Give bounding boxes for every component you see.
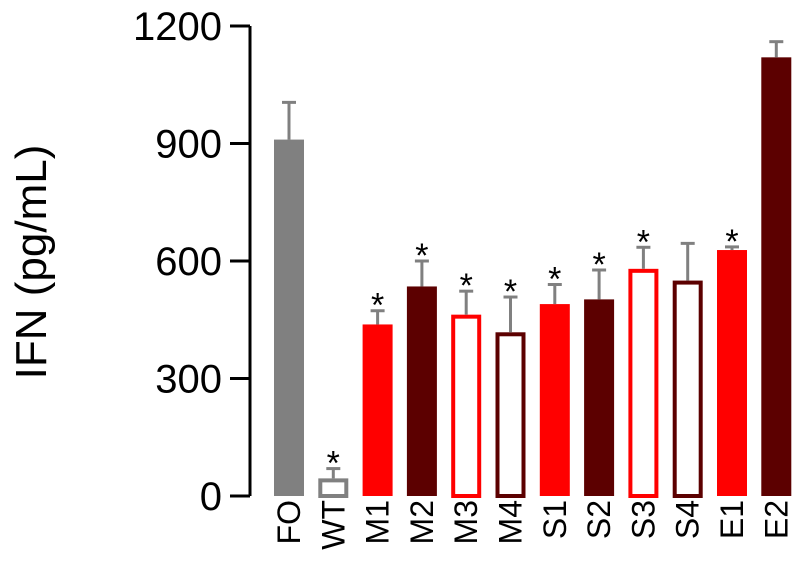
bar-s1: [539, 304, 570, 496]
x-tick-label-s2: S2: [581, 500, 617, 539]
x-tick-label-group: FO: [271, 500, 307, 544]
y-tick-label: 600: [155, 240, 222, 284]
bar-m4: [495, 332, 526, 498]
bar-s4: [672, 280, 703, 499]
y-tick-label: 1200: [133, 5, 222, 49]
y-tick-label: 300: [155, 358, 222, 402]
x-tick-label-m2: M2: [404, 500, 440, 544]
x-tick-label-m3: M3: [448, 500, 484, 544]
x-tick-label-m1: M1: [360, 500, 396, 544]
bar-m3: [451, 314, 482, 498]
x-tick-label-group: E2: [758, 500, 794, 539]
x-tick-labels: FO WT M1 M2 M3 M4 S1 S2 S3 S4 E1 E2: [271, 500, 794, 550]
bar-s2: [584, 299, 615, 496]
significance-marker: *: [725, 223, 738, 261]
y-ticks: 0 300 600 900 1200: [133, 5, 250, 519]
x-tick-label-m4: M4: [493, 500, 529, 544]
x-tick-label-e1: E1: [714, 500, 750, 539]
x-tick-label-e2: E2: [758, 500, 794, 539]
x-tick-label-group: M1: [360, 500, 396, 544]
significance-marker: *: [415, 237, 428, 275]
x-tick-label-group: S4: [670, 500, 706, 539]
x-tick-label-s1: S1: [537, 500, 573, 539]
bar-m1: [362, 324, 393, 496]
bar-m2: [406, 286, 437, 496]
x-tick-label-s3: S3: [625, 500, 661, 539]
significance-marker: *: [504, 273, 517, 311]
significance-marker: *: [327, 445, 340, 483]
significance-marker: *: [371, 287, 384, 325]
x-tick-label-group: E1: [714, 500, 750, 539]
x-tick-label-group: M4: [493, 500, 529, 544]
bar-e2: [761, 57, 792, 496]
significance-marker: *: [548, 261, 561, 299]
bars: * * * * * * * * *: [274, 40, 792, 499]
x-tick-label-wt: WT: [315, 500, 351, 550]
y-tick-label: 0: [200, 475, 222, 519]
x-tick-label-group: S2: [581, 500, 617, 539]
significance-marker: *: [460, 267, 473, 305]
x-tick-label-group: M3: [448, 500, 484, 544]
bar-fo: [274, 139, 304, 497]
x-tick-label-fo: FO: [271, 500, 307, 544]
significance-marker: *: [592, 246, 605, 284]
x-tick-label-s4: S4: [670, 500, 706, 539]
bar-s3: [628, 268, 659, 499]
y-tick-label: 900: [155, 123, 222, 167]
significance-marker: *: [637, 223, 650, 261]
x-tick-label-group: WT: [315, 500, 351, 550]
x-tick-label-group: S3: [625, 500, 661, 539]
x-tick-label-group: M2: [404, 500, 440, 544]
y-axis-label: IFN (pg/mL): [7, 145, 56, 380]
bar-wt: [318, 478, 349, 498]
x-tick-label-group: S1: [537, 500, 573, 539]
bar-e1: [717, 250, 747, 496]
y-axis-label-group: IFN (pg/mL): [7, 145, 56, 380]
